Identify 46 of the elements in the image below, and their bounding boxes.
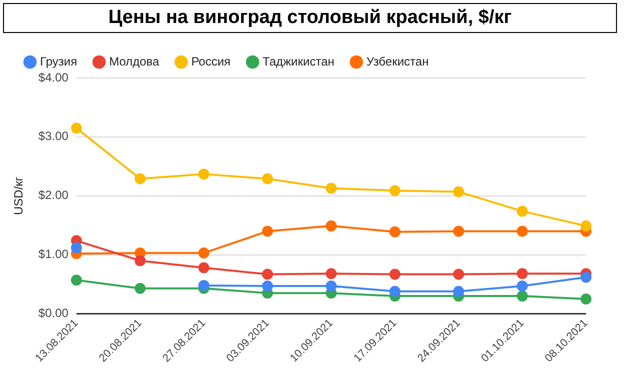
y-tick-label: $3.00 — [38, 129, 69, 144]
point — [326, 268, 337, 280]
point — [516, 226, 528, 237]
point — [580, 220, 592, 232]
point — [134, 173, 146, 184]
point — [580, 294, 592, 305]
point — [453, 268, 464, 280]
legend-label: Узбекистан — [366, 54, 429, 68]
point — [326, 182, 337, 194]
point — [389, 268, 400, 280]
point — [70, 122, 82, 134]
point — [70, 274, 82, 286]
legend-label: Россия — [191, 54, 231, 68]
point — [580, 272, 592, 283]
point — [516, 206, 528, 217]
point — [262, 226, 274, 237]
point — [198, 280, 210, 291]
point — [453, 186, 464, 198]
y-tick-label: $0.00 — [38, 306, 69, 320]
point — [516, 280, 528, 292]
point — [326, 220, 337, 232]
y-axis-title: USD/кг — [12, 176, 26, 216]
legend-label: Молдова — [109, 54, 160, 68]
point — [389, 226, 400, 238]
point — [453, 226, 464, 237]
point — [453, 286, 464, 297]
point — [262, 173, 274, 184]
point — [198, 248, 210, 259]
legend-label: Таджикистан — [262, 54, 334, 68]
y-tick-label: $4.00 — [38, 70, 69, 84]
point — [134, 255, 146, 266]
chart-title: Цены на виноград столовый красный, $/кг — [3, 3, 617, 33]
point — [326, 280, 337, 292]
point — [516, 268, 528, 280]
y-tick-label: $2.00 — [38, 188, 69, 202]
point — [262, 268, 274, 280]
point — [389, 185, 400, 196]
legend-label: Грузия — [40, 54, 78, 68]
point — [516, 290, 528, 302]
point — [389, 286, 400, 297]
point — [198, 262, 210, 274]
y-tick-label: $1.00 — [38, 247, 69, 262]
point — [262, 280, 274, 292]
point — [70, 242, 82, 254]
point — [134, 282, 146, 294]
point — [198, 168, 210, 180]
